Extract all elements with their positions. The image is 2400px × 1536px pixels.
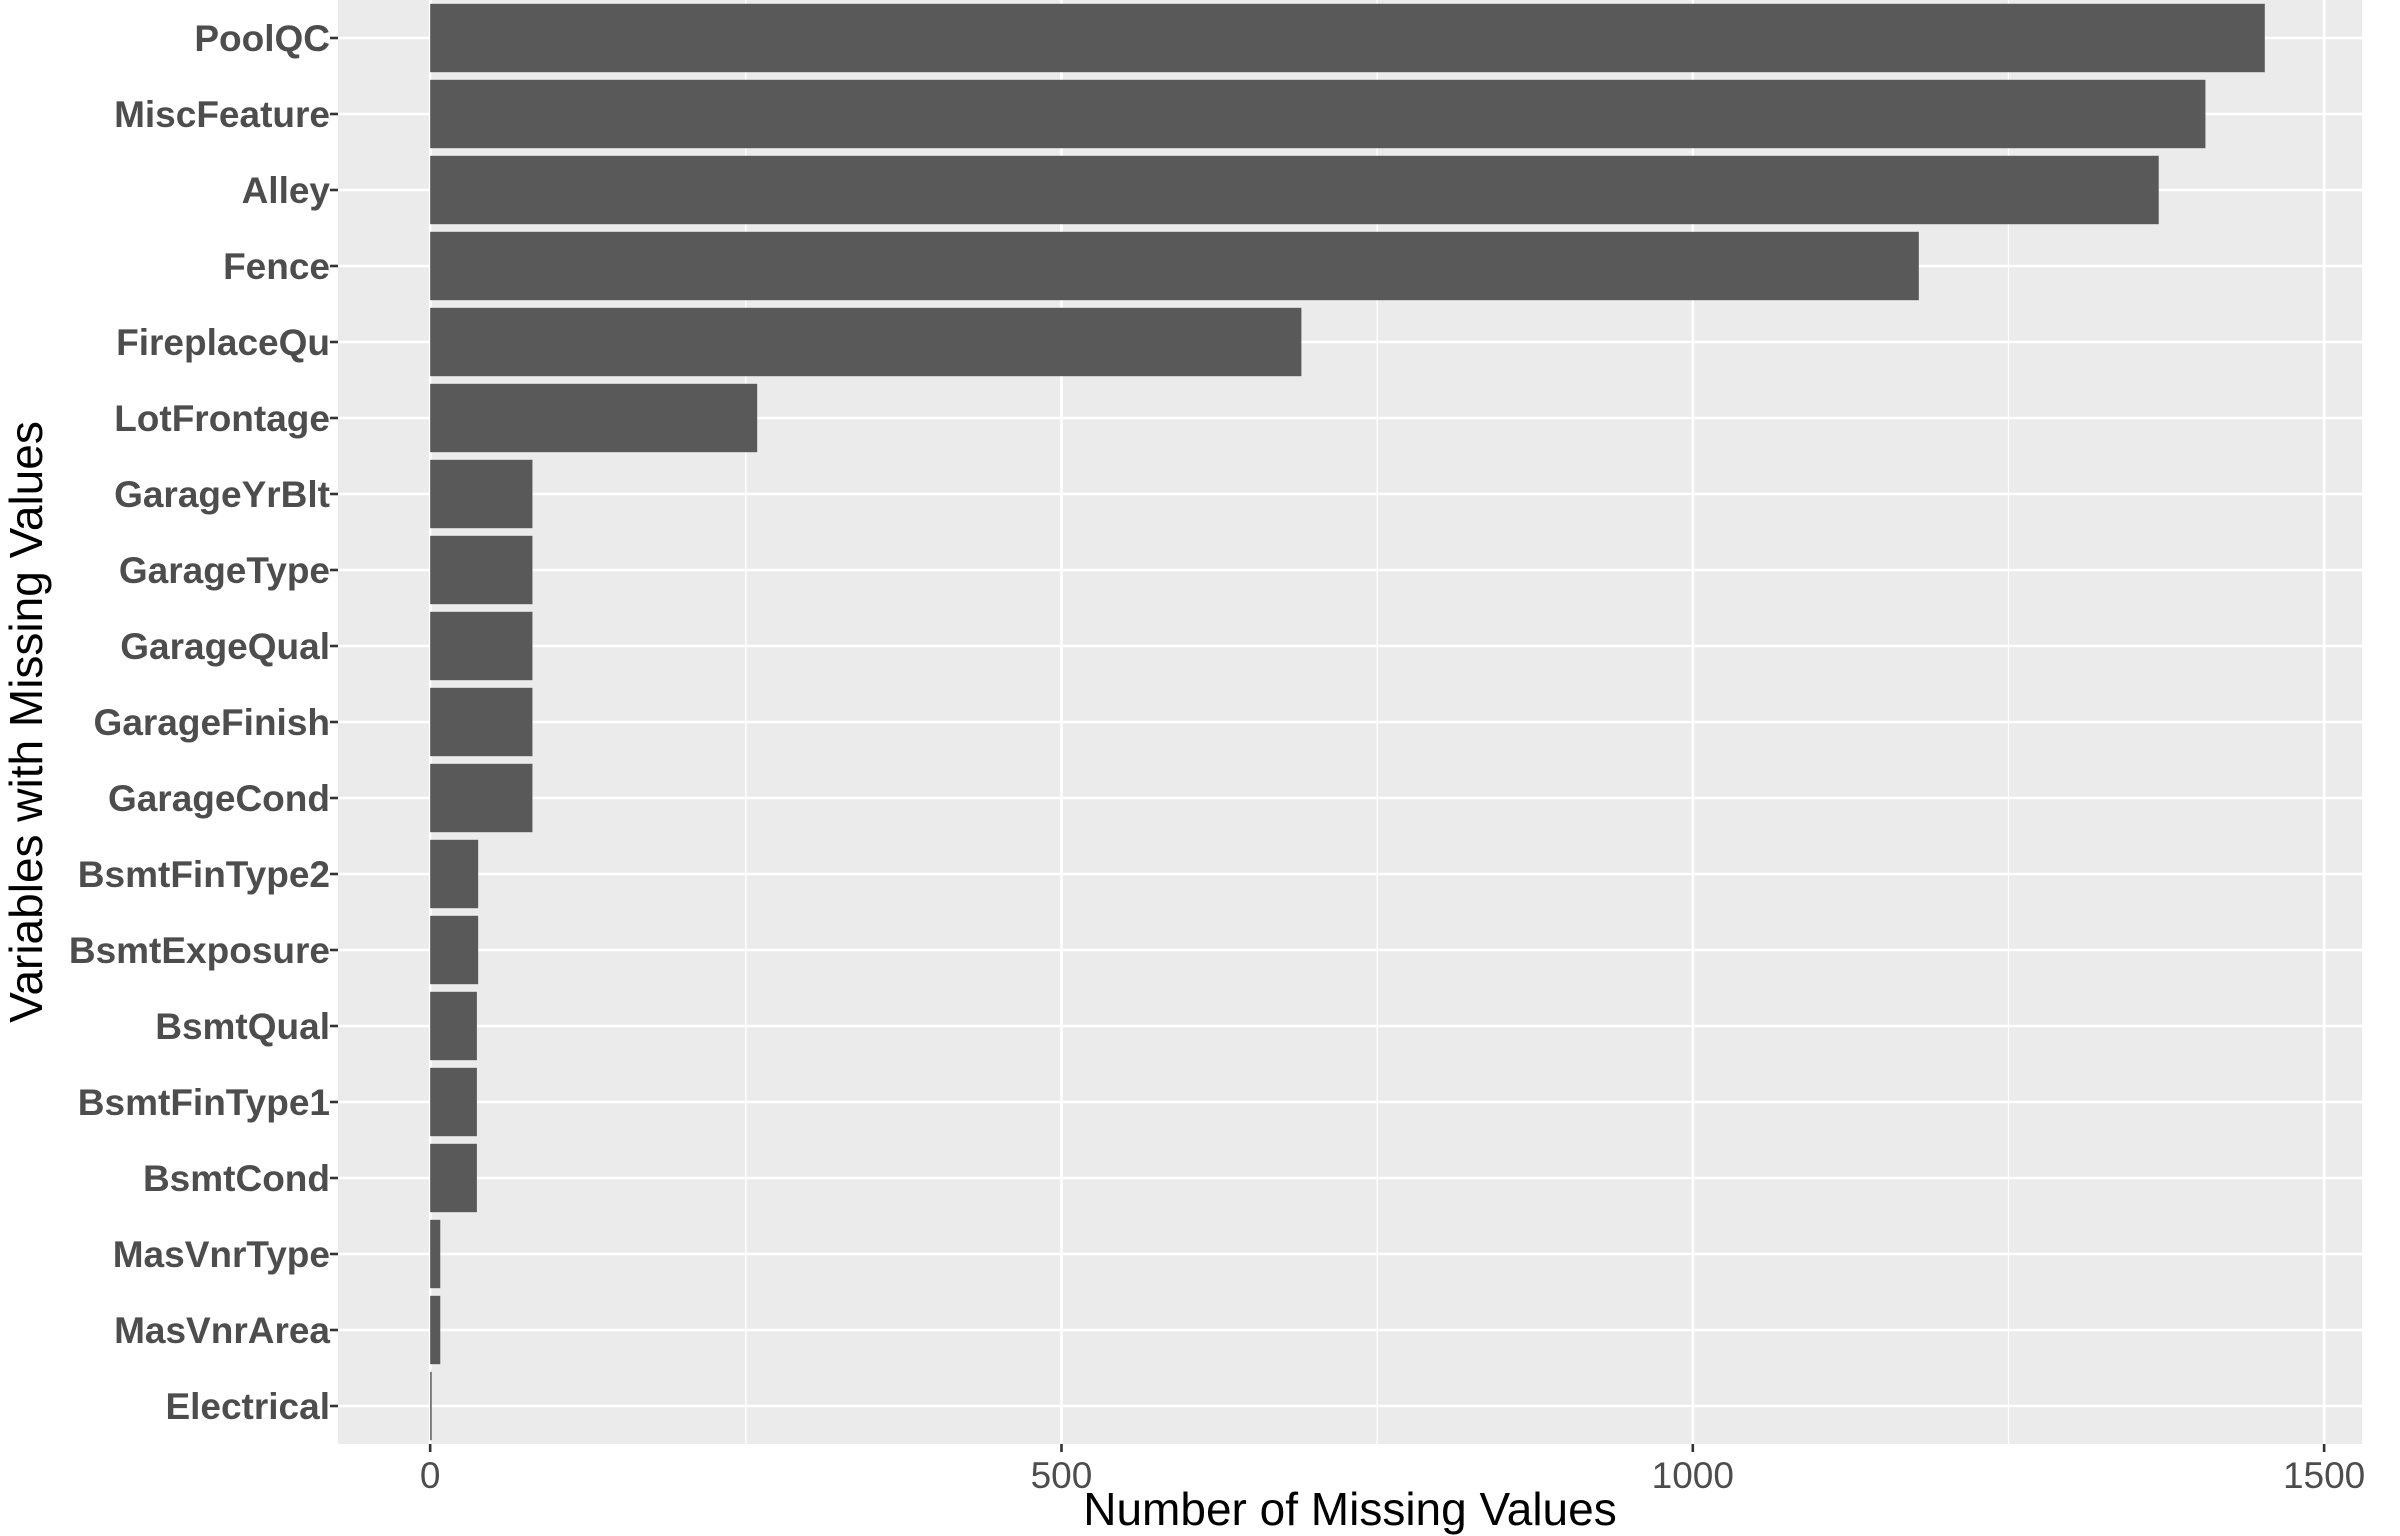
bar-fireplacequ xyxy=(430,307,1302,377)
x-axis-title: Number of Missing Values xyxy=(1083,1483,1616,1535)
bar-bsmtcond xyxy=(430,1143,477,1213)
y-tick-label: BsmtFinType1 xyxy=(78,1082,330,1123)
bar-poolqc xyxy=(430,3,2265,73)
bar-garagequal xyxy=(430,611,533,681)
bar-garagefinish xyxy=(430,687,533,757)
x-axis-tick-labels: 0 500 1000 1500 xyxy=(420,1455,2365,1496)
bar-garagetype xyxy=(430,535,533,605)
x-tick-label: 1500 xyxy=(2283,1455,2365,1496)
bar-electrical xyxy=(430,1371,432,1441)
y-axis-title: Variables with Missing Values xyxy=(0,421,52,1023)
bars xyxy=(430,3,2265,1441)
x-tick-label: 1000 xyxy=(1652,1455,1734,1496)
y-tick-label: GarageQual xyxy=(120,626,330,667)
y-tick-label: Alley xyxy=(242,170,331,211)
bar-lotfrontage xyxy=(430,383,758,453)
bar-garageyrblt xyxy=(430,459,533,529)
y-tick-label: GarageType xyxy=(119,550,330,591)
y-tick-label: BsmtExposure xyxy=(69,930,330,971)
bar-alley xyxy=(430,155,2159,225)
bar-masvnrarea xyxy=(430,1295,441,1365)
bar-fence xyxy=(430,231,1919,301)
y-tick-label: GarageYrBlt xyxy=(114,474,330,515)
bar-miscfeature xyxy=(430,79,2206,149)
bar-masvnrtype xyxy=(430,1219,441,1289)
y-tick-label: PoolQC xyxy=(194,18,330,59)
bar-bsmtfintype2 xyxy=(430,839,479,909)
bar-garagecond xyxy=(430,763,533,833)
bar-bsmtexposure xyxy=(430,915,479,985)
x-tick-label: 500 xyxy=(1031,1455,1093,1496)
y-tick-label: Fence xyxy=(223,246,330,287)
x-axis-ticks xyxy=(428,1444,2326,1452)
y-axis-ticks xyxy=(330,36,338,1408)
bar-bsmtqual xyxy=(430,991,477,1061)
y-tick-label: MasVnrArea xyxy=(114,1310,330,1351)
y-tick-label: BsmtFinType2 xyxy=(78,854,330,895)
x-tick-label: 0 xyxy=(420,1455,441,1496)
y-axis-tick-labels: PoolQC MiscFeature Alley Fence FireplaceQu Lo… xyxy=(69,18,331,1427)
y-tick-label: BsmtQual xyxy=(155,1006,330,1047)
y-tick-label: FireplaceQu xyxy=(116,322,330,363)
y-tick-label: GarageCond xyxy=(108,778,330,819)
y-tick-label: MiscFeature xyxy=(114,94,330,135)
bar-bsmtfintype1 xyxy=(430,1067,477,1137)
y-tick-label: GarageFinish xyxy=(94,702,330,743)
y-tick-label: Electrical xyxy=(165,1386,330,1427)
y-tick-label: BsmtCond xyxy=(143,1158,330,1199)
y-tick-label: MasVnrType xyxy=(113,1234,330,1275)
y-tick-label: LotFrontage xyxy=(114,398,330,439)
